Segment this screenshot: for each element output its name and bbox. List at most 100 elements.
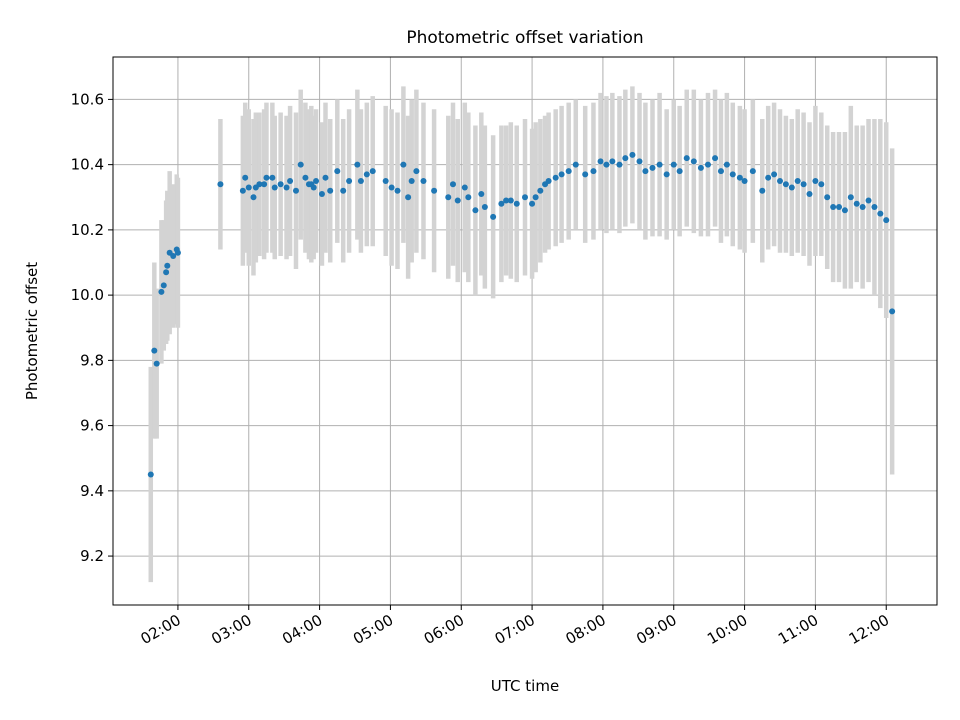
y-axis-label: Photometric offset: [23, 262, 41, 400]
data-point: [749, 168, 756, 175]
data-point: [465, 194, 472, 201]
data-point: [609, 158, 616, 165]
data-point: [388, 184, 395, 191]
data-point: [841, 207, 848, 214]
data-point: [160, 282, 167, 289]
data-point: [800, 181, 807, 188]
data-point: [782, 181, 789, 188]
data-point: [522, 194, 528, 201]
data-point: [147, 471, 154, 478]
data-point: [245, 184, 252, 191]
data-point: [394, 187, 401, 194]
data-point: [818, 181, 825, 188]
y-tick-label: 9.6: [80, 417, 104, 435]
data-point: [649, 164, 656, 171]
y-axis-ticks: 9.2 9.4 9.6 9.8 10.0 10.2 10.4 10.6: [71, 90, 113, 565]
data-point: [217, 181, 224, 188]
data-point: [532, 194, 539, 201]
data-point: [174, 249, 181, 256]
data-point: [250, 194, 257, 201]
data-point: [889, 308, 896, 315]
data-point: [318, 191, 325, 197]
data-point: [776, 177, 783, 184]
data-point: [369, 168, 376, 175]
data-point: [865, 197, 872, 204]
data-point: [812, 177, 819, 184]
y-tick-label: 10.2: [71, 221, 104, 239]
data-point: [449, 181, 456, 188]
y-tick-label: 9.2: [80, 547, 104, 565]
data-point: [690, 158, 697, 165]
data-point: [741, 177, 748, 184]
data-point: [582, 171, 589, 178]
data-point: [163, 269, 170, 276]
data-point: [794, 177, 801, 184]
data-point: [883, 217, 890, 224]
data-point: [153, 360, 160, 367]
data-point: [603, 161, 610, 168]
data-point: [269, 174, 276, 181]
data-point: [759, 187, 766, 194]
data-point: [697, 164, 704, 171]
data-point: [670, 161, 677, 168]
data-point: [313, 177, 320, 184]
data-point: [490, 213, 497, 220]
data-point: [302, 174, 309, 181]
data-point: [170, 252, 177, 259]
data-point: [164, 262, 171, 269]
data-point: [277, 181, 284, 188]
data-point: [565, 168, 572, 175]
data-point: [717, 168, 724, 175]
data-point: [545, 177, 552, 184]
data-point: [271, 184, 278, 191]
data-point: [507, 197, 514, 204]
data-point: [830, 204, 837, 211]
y-tick-label: 10.4: [71, 156, 104, 174]
data-point: [263, 174, 270, 181]
data-point: [642, 168, 649, 175]
data-point: [431, 187, 438, 194]
data-point: [663, 171, 670, 178]
data-point: [382, 177, 389, 184]
data-point: [287, 177, 294, 184]
y-tick-label: 10.6: [71, 90, 104, 108]
data-point: [292, 187, 299, 194]
data-point: [334, 168, 341, 175]
data-point: [445, 194, 452, 201]
data-point: [590, 168, 597, 175]
data-point: [327, 187, 334, 194]
data-point: [472, 207, 479, 214]
data-point: [723, 161, 730, 168]
data-point: [572, 161, 579, 168]
data-point: [622, 155, 629, 162]
y-tick-label: 10.0: [71, 286, 104, 304]
data-point: [239, 187, 246, 194]
plot-frame: [112, 56, 938, 606]
data-point: [261, 181, 268, 188]
data-point: [806, 191, 813, 197]
data-point: [537, 187, 544, 194]
data-point: [771, 171, 778, 178]
data-point: [597, 158, 604, 165]
data-point: [498, 200, 505, 207]
data-point: [151, 347, 158, 354]
data-point: [676, 168, 683, 175]
data-point: [824, 194, 831, 201]
data-point: [408, 177, 415, 184]
data-point: [859, 204, 866, 211]
data-point: [712, 155, 719, 162]
data-point: [346, 177, 353, 184]
data-point: [836, 204, 843, 211]
data-point: [297, 161, 304, 168]
data-point: [765, 174, 772, 181]
data-point: [283, 184, 290, 191]
x-axis-label: UTC time: [491, 677, 559, 695]
data-point: [616, 161, 623, 168]
data-point: [853, 200, 860, 207]
data-point: [340, 187, 347, 194]
data-point: [242, 174, 249, 181]
data-point: [656, 161, 663, 168]
data-point: [704, 161, 711, 168]
data-point: [788, 184, 795, 191]
data-point: [158, 288, 165, 295]
